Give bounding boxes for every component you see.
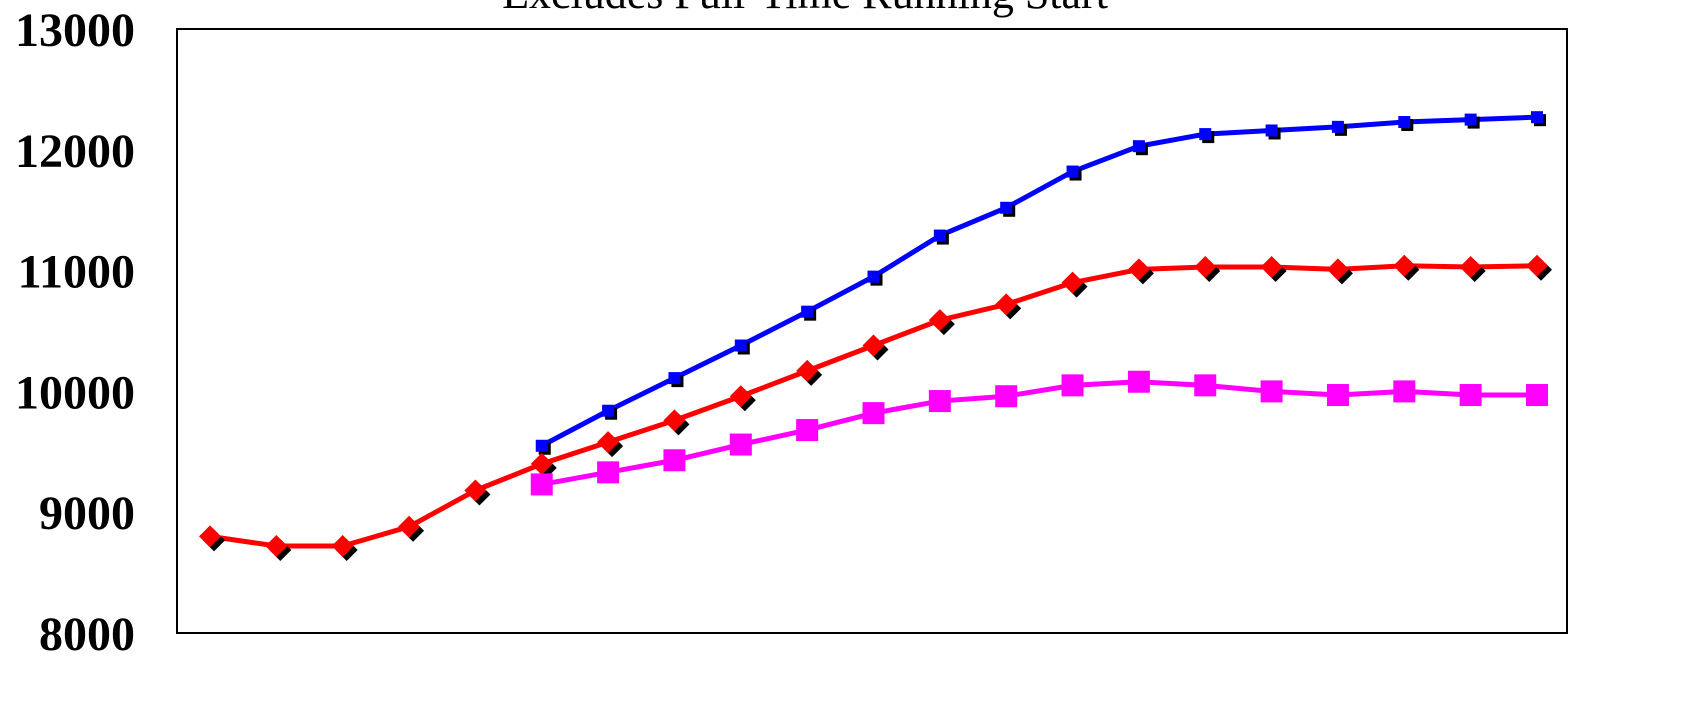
series-1 — [535, 111, 1546, 455]
series-1-point — [801, 305, 817, 321]
series-3-point — [1127, 370, 1150, 393]
chart-title: Excludes Full-Time Running Start — [502, 0, 1108, 18]
series-3-point — [1526, 384, 1548, 407]
series-1-point — [1331, 120, 1347, 136]
series-2-point — [928, 309, 955, 336]
series-3-point — [862, 402, 885, 425]
series-2-point — [398, 515, 425, 542]
series-2-point — [530, 452, 557, 479]
y-tick-label: 11000 — [18, 246, 135, 299]
series-2-point — [464, 479, 491, 506]
series-2-point — [1127, 258, 1154, 285]
series-1-point — [1531, 111, 1546, 127]
y-tick-label: 10000 — [15, 366, 135, 419]
series-2-point — [1526, 254, 1552, 281]
series-1-point — [867, 270, 883, 286]
y-tick-label: 13000 — [15, 4, 135, 57]
series-3-point — [729, 433, 752, 456]
series-3 — [530, 370, 1548, 496]
series-1-line — [540, 114, 1538, 448]
series-2-point — [1326, 258, 1353, 285]
series-1-point — [1066, 165, 1082, 181]
series-2-point — [796, 359, 823, 386]
series-3-point — [663, 449, 686, 472]
series-3-point — [1393, 380, 1416, 403]
series-1-point — [535, 439, 551, 455]
series-3-point — [1459, 384, 1482, 407]
y-axis-tick-labels: 13000 12000 11000 10000 9000 8000 — [15, 4, 135, 661]
series-2-point — [331, 535, 358, 562]
series-2-point — [199, 525, 225, 552]
series-2-point — [1393, 254, 1420, 281]
series-1-point — [1132, 140, 1148, 156]
series-1-point — [1464, 113, 1480, 129]
series-3-point — [1260, 380, 1283, 403]
series-2-point — [1260, 255, 1287, 282]
series-2-point — [663, 409, 690, 436]
series-3-point — [1194, 374, 1217, 397]
series-2-point — [1459, 255, 1486, 282]
y-tick-label: 9000 — [39, 487, 135, 540]
series-1-point — [1398, 116, 1414, 132]
series-2-point — [597, 431, 624, 458]
series-2-point — [265, 535, 292, 562]
series-3-point — [995, 385, 1018, 408]
series-layer — [199, 111, 1552, 562]
series-1-point — [602, 404, 618, 420]
series-1-point — [668, 372, 684, 388]
plot-area-frame — [176, 28, 1568, 634]
series-3-point — [597, 461, 620, 484]
series-3-point — [928, 390, 951, 413]
series-2-point — [1194, 255, 1221, 282]
series-2-point — [1061, 271, 1088, 298]
series-1-point — [734, 339, 750, 355]
series-3-line — [541, 379, 1537, 487]
series-3-point — [796, 419, 819, 442]
series-3-point — [530, 473, 553, 496]
series-1-point — [933, 229, 949, 245]
y-tick-label: 8000 — [39, 608, 135, 661]
series-3-point — [1061, 374, 1084, 397]
series-2-point — [729, 385, 756, 412]
series-1-point — [1000, 201, 1016, 217]
y-tick-label: 12000 — [15, 125, 135, 178]
series-2-point — [862, 334, 889, 361]
series-2-point — [995, 293, 1022, 320]
series-1-point — [1265, 124, 1281, 140]
series-1-point — [1199, 128, 1215, 144]
series-2 — [199, 254, 1552, 562]
series-3-point — [1326, 384, 1349, 407]
